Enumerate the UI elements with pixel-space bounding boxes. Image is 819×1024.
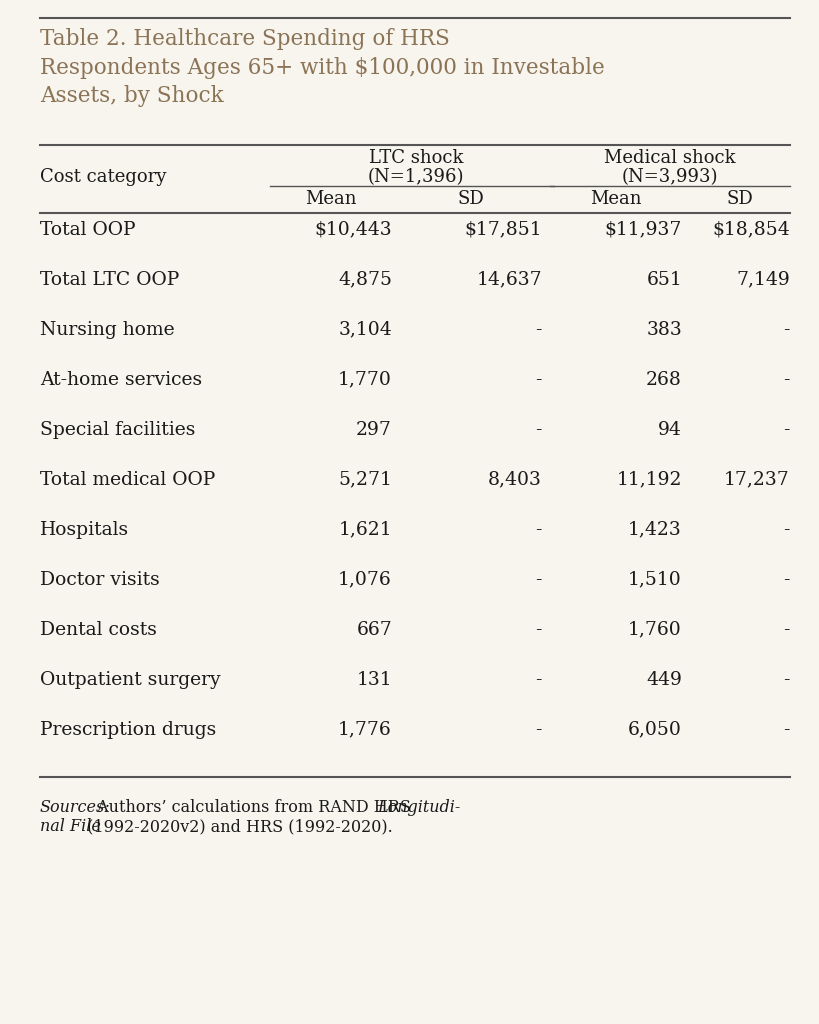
Text: $17,851: $17,851	[464, 221, 542, 239]
Text: Hospitals: Hospitals	[40, 520, 129, 539]
Text: 1,510: 1,510	[628, 570, 682, 589]
Text: Total OOP: Total OOP	[40, 221, 135, 239]
Text: Assets, by Shock: Assets, by Shock	[40, 85, 224, 108]
Text: LTC shock: LTC shock	[369, 150, 464, 167]
Text: Prescription drugs: Prescription drugs	[40, 721, 216, 738]
Text: Dental costs: Dental costs	[40, 621, 157, 639]
Text: 383: 383	[646, 321, 682, 339]
Text: 3,104: 3,104	[338, 321, 392, 339]
Text: Table 2. Healthcare Spending of HRS: Table 2. Healthcare Spending of HRS	[40, 28, 450, 50]
Text: 5,271: 5,271	[338, 471, 392, 488]
Text: Mean: Mean	[590, 190, 642, 209]
Text: -: -	[536, 321, 542, 339]
Text: (N=3,993): (N=3,993)	[622, 169, 718, 186]
Text: 8,403: 8,403	[488, 471, 542, 488]
Text: -: -	[784, 421, 790, 438]
Text: 667: 667	[356, 621, 392, 639]
Text: Longitudi-: Longitudi-	[377, 799, 460, 816]
Text: $11,937: $11,937	[604, 221, 682, 239]
Text: -: -	[784, 520, 790, 539]
Text: (1992-2020v2) and HRS (1992-2020).: (1992-2020v2) and HRS (1992-2020).	[82, 818, 393, 836]
Text: -: -	[784, 371, 790, 389]
Text: $10,443: $10,443	[314, 221, 392, 239]
Text: -: -	[536, 621, 542, 639]
Text: Special facilities: Special facilities	[40, 421, 196, 438]
Text: 1,770: 1,770	[338, 371, 392, 389]
Text: Nursing home: Nursing home	[40, 321, 174, 339]
Text: 17,237: 17,237	[724, 471, 790, 488]
Text: 7,149: 7,149	[736, 270, 790, 289]
Text: -: -	[784, 671, 790, 689]
Text: Outpatient surgery: Outpatient surgery	[40, 671, 220, 689]
Text: -: -	[784, 321, 790, 339]
Text: -: -	[536, 520, 542, 539]
Text: nal File: nal File	[40, 818, 101, 836]
Text: 651: 651	[646, 270, 682, 289]
Text: Cost category: Cost category	[40, 169, 166, 186]
Text: 94: 94	[658, 421, 682, 438]
Text: $18,854: $18,854	[713, 221, 790, 239]
Text: SD: SD	[726, 190, 753, 209]
Text: Respondents Ages 65+ with $100,000 in Investable: Respondents Ages 65+ with $100,000 in In…	[40, 56, 604, 79]
Text: -: -	[784, 621, 790, 639]
Text: 6,050: 6,050	[628, 721, 682, 738]
Text: Mean: Mean	[305, 190, 357, 209]
Text: Total LTC OOP: Total LTC OOP	[40, 270, 179, 289]
Text: 268: 268	[646, 371, 682, 389]
Text: 131: 131	[356, 671, 392, 689]
Text: Medical shock: Medical shock	[604, 150, 735, 167]
Text: Total medical OOP: Total medical OOP	[40, 471, 215, 488]
Text: At-home services: At-home services	[40, 371, 202, 389]
Text: -: -	[536, 671, 542, 689]
Text: (N=1,396): (N=1,396)	[368, 169, 464, 186]
Text: 1,621: 1,621	[338, 520, 392, 539]
Text: -: -	[536, 570, 542, 589]
Text: 14,637: 14,637	[477, 270, 542, 289]
Text: -: -	[536, 721, 542, 738]
Text: -: -	[536, 421, 542, 438]
Text: 4,875: 4,875	[338, 270, 392, 289]
Text: -: -	[784, 570, 790, 589]
Text: 297: 297	[356, 421, 392, 438]
Text: 1,760: 1,760	[628, 621, 682, 639]
Text: SD: SD	[458, 190, 484, 209]
Text: 1,776: 1,776	[338, 721, 392, 738]
Text: 449: 449	[646, 671, 682, 689]
Text: 1,076: 1,076	[338, 570, 392, 589]
Text: Sources:: Sources:	[40, 799, 111, 816]
Text: Authors’ calculations from RAND HRS: Authors’ calculations from RAND HRS	[92, 799, 416, 816]
Text: Doctor visits: Doctor visits	[40, 570, 160, 589]
Text: 11,192: 11,192	[617, 471, 682, 488]
Text: -: -	[784, 721, 790, 738]
Text: -: -	[536, 371, 542, 389]
Text: 1,423: 1,423	[628, 520, 682, 539]
